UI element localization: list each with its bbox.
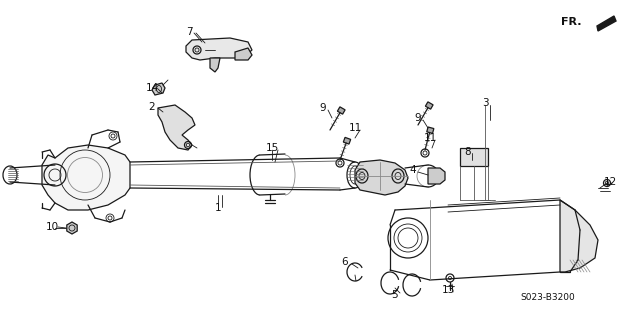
Text: 3: 3 xyxy=(482,98,488,108)
Text: 11: 11 xyxy=(348,123,362,133)
Polygon shape xyxy=(343,137,351,144)
Text: S023-B3200: S023-B3200 xyxy=(520,293,575,302)
Polygon shape xyxy=(42,145,130,210)
Polygon shape xyxy=(428,168,445,184)
Text: 15: 15 xyxy=(266,143,278,153)
Text: 2: 2 xyxy=(148,102,156,112)
Text: 6: 6 xyxy=(342,257,348,267)
Polygon shape xyxy=(560,200,598,272)
Polygon shape xyxy=(186,38,252,60)
Text: FR.: FR. xyxy=(561,17,582,27)
Polygon shape xyxy=(426,102,433,109)
Polygon shape xyxy=(152,83,165,95)
Text: 8: 8 xyxy=(465,147,471,157)
Text: 10: 10 xyxy=(45,222,59,232)
Polygon shape xyxy=(427,127,434,133)
Text: 1: 1 xyxy=(214,203,221,213)
Polygon shape xyxy=(210,58,220,72)
Text: 9: 9 xyxy=(320,103,326,113)
Text: 5: 5 xyxy=(392,290,398,300)
Text: 14: 14 xyxy=(145,83,159,93)
Bar xyxy=(460,148,488,166)
Text: 7: 7 xyxy=(186,27,192,37)
Text: 11: 11 xyxy=(424,133,436,143)
Polygon shape xyxy=(158,105,195,150)
Text: 4: 4 xyxy=(410,165,416,175)
Text: 12: 12 xyxy=(604,177,616,187)
Text: 9: 9 xyxy=(415,113,421,123)
Polygon shape xyxy=(355,160,408,195)
Polygon shape xyxy=(337,107,345,114)
Text: 13: 13 xyxy=(442,285,454,295)
Polygon shape xyxy=(235,48,252,60)
Polygon shape xyxy=(597,16,616,31)
